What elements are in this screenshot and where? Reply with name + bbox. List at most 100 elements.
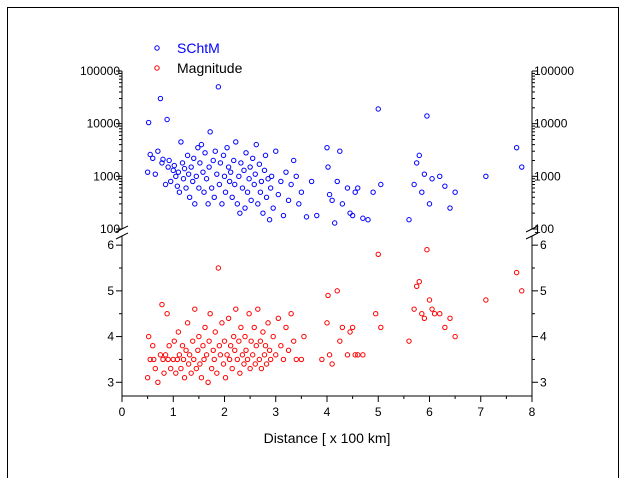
magnitude-point-33 <box>192 306 198 312</box>
magnitude-point-92 <box>267 356 274 363</box>
magnitude-point-63 <box>231 333 237 340</box>
schtm-point-74 <box>247 164 253 170</box>
magnitude-point-90 <box>265 320 271 326</box>
magnitude-point-27 <box>184 320 191 326</box>
schtm-point-83 <box>258 178 265 185</box>
magnitude-point-126 <box>419 311 425 317</box>
x-tick-label-8: 8 <box>529 405 536 419</box>
x-tick-label-3: 3 <box>272 405 279 419</box>
schtm-point-68 <box>239 185 246 191</box>
magnitude-point-128 <box>424 247 430 253</box>
magnitude-point-130 <box>429 306 435 312</box>
x-tick-label-5: 5 <box>375 405 382 419</box>
schtm-point-133 <box>429 176 435 182</box>
upper-y-tick-label-left-3: 100000 <box>80 64 120 78</box>
magnitude-point-96 <box>278 343 284 349</box>
schtm-point-57 <box>225 164 232 170</box>
schtm-point-107 <box>324 144 330 151</box>
schtm-point-110 <box>329 197 335 204</box>
magnitude-point-61 <box>227 343 234 349</box>
magnitude-point-80 <box>252 361 258 367</box>
schtm-point-84 <box>260 210 266 216</box>
magnitude-point-39 <box>200 343 206 349</box>
magnitude-point-76 <box>247 365 253 372</box>
magnitude-point-47 <box>210 347 216 353</box>
schtm-point-6 <box>157 95 164 102</box>
schtm-point-42 <box>206 164 212 170</box>
schtm-point-103 <box>298 189 305 195</box>
magnitude-point-71 <box>241 361 247 367</box>
magnitude-point-72 <box>242 333 248 340</box>
magnitude-point-121 <box>378 324 384 331</box>
lower-y-tick-label-right-3: 6 <box>540 238 547 252</box>
schtm-point-52 <box>219 201 225 207</box>
magnitude-point-64 <box>232 347 238 353</box>
schtm-point-58 <box>226 178 233 185</box>
schtm-point-121 <box>365 217 371 223</box>
magnitude-point-25 <box>181 375 188 381</box>
magnitude-point-37 <box>197 361 203 367</box>
schtm-point-44 <box>208 185 215 191</box>
schtm-point-98 <box>285 197 292 204</box>
magnitude-point-12 <box>164 311 170 317</box>
magnitude-point-84 <box>257 338 264 344</box>
schtm-point-30 <box>191 155 197 161</box>
schtm-point-71 <box>243 150 249 156</box>
schtm-point-77 <box>251 181 257 188</box>
schtm-point-129 <box>419 189 425 195</box>
schtm-point-13 <box>167 178 174 185</box>
lower-y-tick-label-left-2: 5 <box>107 284 114 298</box>
upper-y-tick-label-right-0: 100 <box>534 222 554 236</box>
magnitude-point-106 <box>324 320 330 326</box>
magnitude-point-131 <box>431 311 438 317</box>
magnitude-point-107 <box>325 292 331 299</box>
magnitude-point-110 <box>334 288 340 294</box>
schtm-point-88 <box>265 176 271 182</box>
schtm-point-22 <box>180 176 187 182</box>
schtm-point-16 <box>173 173 179 180</box>
magnitude-point-60 <box>226 356 233 363</box>
upper-y-tick-label-right-1: 1000 <box>534 169 561 183</box>
magnitude-point-13 <box>165 356 171 363</box>
schtm-point-0 <box>144 169 151 175</box>
schtm-point-112 <box>334 178 340 185</box>
schtm-point-137 <box>452 189 458 195</box>
schtm-point-3 <box>150 155 156 161</box>
schtm-point-96 <box>280 212 287 219</box>
schtm-point-37 <box>200 169 206 175</box>
magnitude-point-42 <box>203 352 210 358</box>
schtm-point-70 <box>242 205 248 211</box>
schtm-point-131 <box>424 113 430 119</box>
axis-break-left-2 <box>115 232 129 240</box>
magnitude-point-74 <box>244 356 251 363</box>
schtm-point-54 <box>221 173 228 180</box>
magnitude-point-67 <box>236 338 242 344</box>
lower-y-tick-label-right-2: 5 <box>540 284 547 298</box>
schtm-point-50 <box>216 181 223 188</box>
schtm-point-109 <box>326 191 333 198</box>
magnitude-point-125 <box>416 279 422 285</box>
magnitude-point-53 <box>217 352 224 358</box>
magnitude-point-85 <box>258 365 265 372</box>
schtm-point-125 <box>406 217 412 223</box>
schtm-point-120 <box>360 215 366 221</box>
magnitude-point-93 <box>270 333 276 340</box>
magnitude-point-2 <box>147 356 153 363</box>
magnitude-point-122 <box>406 338 412 344</box>
magnitude-point-43 <box>205 379 211 385</box>
schtm-point-113 <box>337 148 343 154</box>
magnitude-point-24 <box>180 356 187 363</box>
schtm-point-127 <box>413 160 420 166</box>
schtm-point-60 <box>229 194 235 200</box>
lower-y-tick-label-left-1: 4 <box>107 330 114 344</box>
schtm-point-97 <box>283 169 289 175</box>
schtm-point-104 <box>303 214 310 220</box>
schtm-point-87 <box>263 194 270 200</box>
magnitude-point-32 <box>191 356 197 363</box>
x-tick-label-2: 2 <box>221 405 228 419</box>
magnitude-point-26 <box>183 347 189 353</box>
magnitude-point-69 <box>238 324 244 331</box>
magnitude-point-116 <box>352 352 358 358</box>
magnitude-point-19 <box>174 356 181 363</box>
